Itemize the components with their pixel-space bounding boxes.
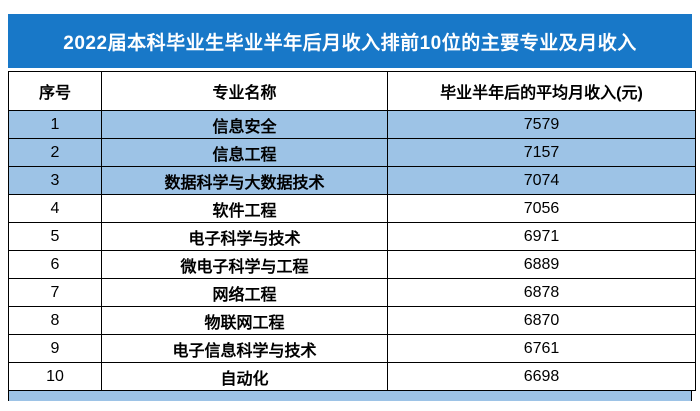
- major-cell: 数据科学与大数据技术: [101, 166, 388, 195]
- table-row: 1 信息安全 7579: [8, 110, 696, 139]
- income-cell: 7157: [387, 138, 696, 167]
- rank-cell: 4: [8, 194, 102, 223]
- income-table: 序号 专业名称 毕业半年后的平均月收入(元) 1 信息安全 7579 2 信息工程 715…: [8, 71, 696, 391]
- income-cell: 6878: [387, 278, 696, 307]
- major-cell: 物联网工程: [101, 306, 388, 335]
- major-cell: 电子信息科学与技术: [101, 334, 388, 363]
- col-header-major: 专业名称: [101, 71, 388, 111]
- major-cell: 网络工程: [101, 278, 388, 307]
- table-row: 7 网络工程 6878: [8, 278, 696, 307]
- rank-cell: 8: [8, 306, 102, 335]
- income-cell: 7056: [387, 194, 696, 223]
- col-header-rank: 序号: [8, 71, 102, 111]
- rank-cell: 5: [8, 222, 102, 251]
- header-row: 序号 专业名称 毕业半年后的平均月收入(元): [8, 71, 696, 111]
- income-cell: 6971: [387, 222, 696, 251]
- major-cell: 信息工程: [101, 138, 388, 167]
- table-row: 6 微电子科学与工程 6889: [8, 250, 696, 279]
- income-cell: 6698: [387, 362, 696, 391]
- income-cell: 6870: [387, 306, 696, 335]
- table-row: 4 软件工程 7056: [8, 194, 696, 223]
- rank-cell: 7: [8, 278, 102, 307]
- table-row: 9 电子信息科学与技术 6761: [8, 334, 696, 363]
- table-row: 3 数据科学与大数据技术 7074: [8, 166, 696, 195]
- major-cell: 电子科学与技术: [101, 222, 388, 251]
- income-cell: 6761: [387, 334, 696, 363]
- rank-cell: 6: [8, 250, 102, 279]
- rank-cell: 2: [8, 138, 102, 167]
- major-cell: 微电子科学与工程: [101, 250, 388, 279]
- major-cell: 软件工程: [101, 194, 388, 223]
- rank-cell: 9: [8, 334, 102, 363]
- rank-cell: 1: [8, 110, 102, 139]
- major-cell: 自动化: [101, 362, 388, 391]
- table-body: 1 信息安全 7579 2 信息工程 7157 3 数据科学与大数据技术 7074 4 软件工程 70…: [8, 110, 696, 391]
- partial-row-cutoff: [8, 391, 692, 401]
- income-cell: 6889: [387, 250, 696, 279]
- income-cell: 7074: [387, 166, 696, 195]
- table-header: 序号 专业名称 毕业半年后的平均月收入(元): [8, 71, 696, 111]
- income-cell: 7579: [387, 110, 696, 139]
- table-row: 2 信息工程 7157: [8, 138, 696, 167]
- rank-cell: 10: [8, 362, 102, 391]
- page-title: 2022届本科毕业生毕业半年后月收入排前10位的主要专业及月收入: [8, 14, 692, 68]
- major-cell: 信息安全: [101, 110, 388, 139]
- rank-cell: 3: [8, 166, 102, 195]
- table-row: 8 物联网工程 6870: [8, 306, 696, 335]
- table-row: 5 电子科学与技术 6971: [8, 222, 696, 251]
- table-row: 10 自动化 6698: [8, 362, 696, 391]
- col-header-income: 毕业半年后的平均月收入(元): [387, 71, 696, 111]
